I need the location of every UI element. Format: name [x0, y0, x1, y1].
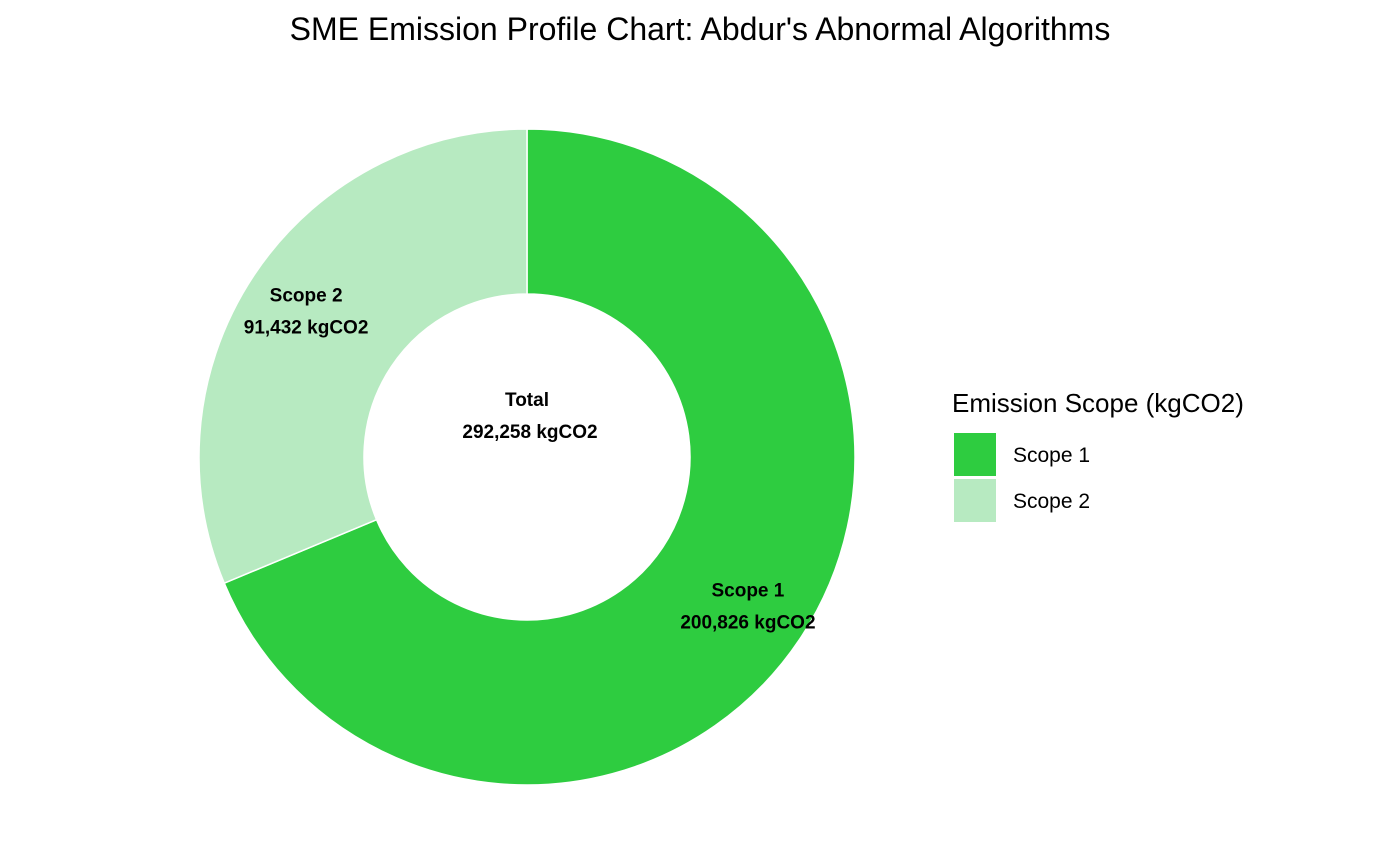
center-label: Total 292,258 kgCO2: [462, 390, 597, 443]
slice-scope-1: [223, 128, 856, 786]
legend-swatch-scope-2: [954, 479, 996, 522]
chart-title: SME Emission Profile Chart: Abdur's Abno…: [290, 11, 1111, 47]
slice-label-scope-1-name: Scope 1: [711, 580, 784, 601]
legend-label-scope-2: Scope 2: [1013, 490, 1090, 513]
slice-label-scope-2-name: Scope 2: [270, 286, 343, 307]
legend-swatch-scope-1: [954, 433, 996, 476]
legend-entries: Scope 1 Scope 2: [954, 433, 1090, 522]
legend: Emission Scope (kgCO2) Scope 1 Scope 2: [952, 388, 1244, 522]
center-label-value: 292,258 kgCO2: [462, 422, 597, 443]
slice-scope-2: [198, 128, 528, 585]
donut-slices: [198, 128, 856, 786]
slice-labels: Scope 1 200,826 kgCO2 Scope 2 91,432 kgCO2: [244, 286, 816, 634]
legend-label-scope-1: Scope 1: [1013, 444, 1090, 467]
center-label-title: Total: [505, 390, 549, 411]
legend-title: Emission Scope (kgCO2): [952, 388, 1244, 418]
slice-label-scope-1-value: 200,826 kgCO2: [680, 612, 815, 633]
slice-label-scope-2-value: 91,432 kgCO2: [244, 318, 369, 339]
